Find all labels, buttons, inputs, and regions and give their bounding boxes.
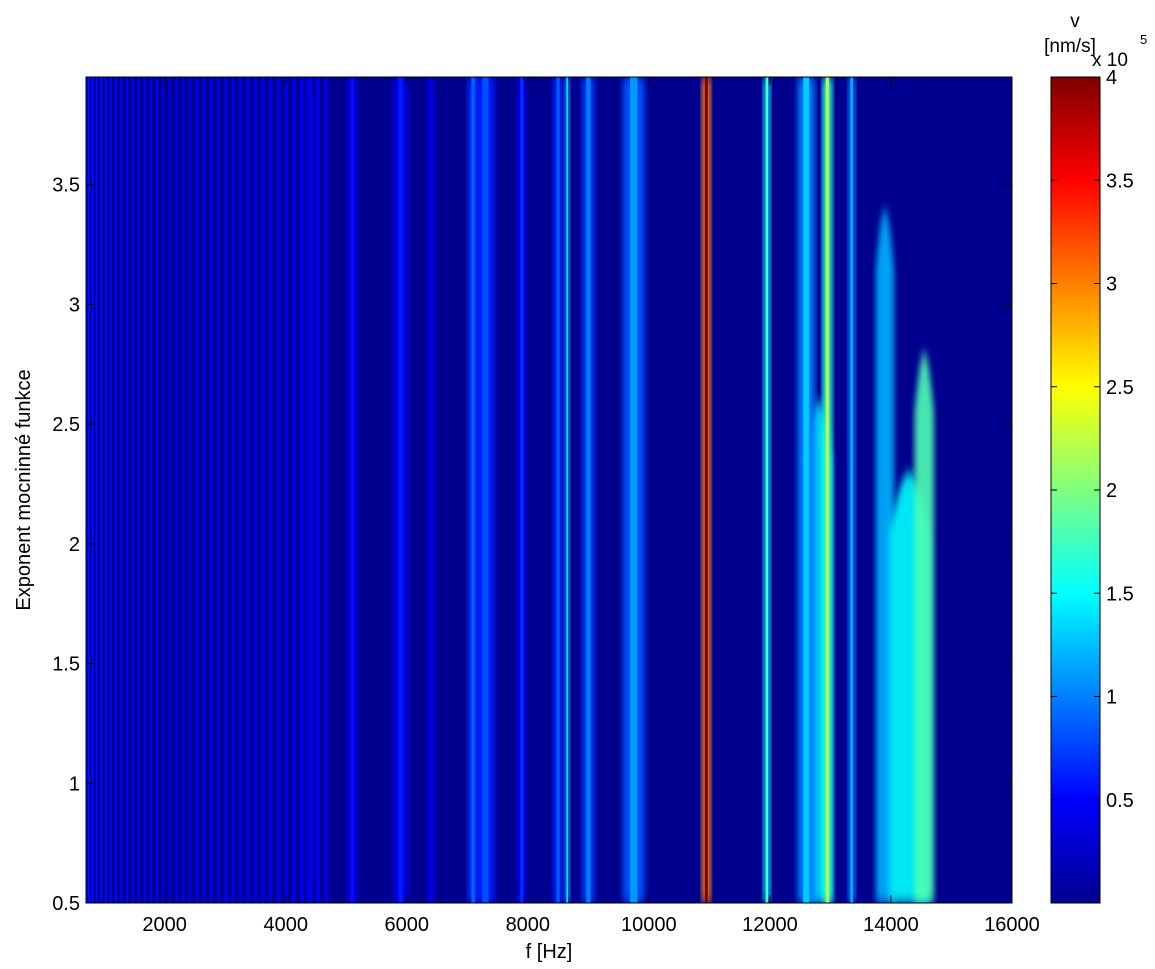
y-tick-label: 1.5 [52, 654, 80, 676]
low-frequency-band [86, 77, 88, 903]
x-tick-label: 4000 [263, 914, 308, 936]
x-tick-label: 6000 [385, 914, 430, 936]
resonance-band-core [308, 77, 312, 903]
resonance-band-core [482, 77, 489, 903]
y-tick-label: 0.5 [52, 893, 80, 915]
low-frequency-band [131, 77, 134, 903]
low-frequency-band [246, 77, 250, 903]
resonance-band-core [350, 77, 354, 903]
low-frequency-band [137, 77, 140, 903]
low-frequency-band [316, 77, 320, 903]
y-tick-label: 2 [69, 534, 80, 556]
x-tick-label: 12000 [742, 914, 798, 936]
low-frequency-band [182, 77, 185, 903]
x-axis-label: f [Hz] [526, 941, 573, 963]
colorbar-tick-label: 2 [1106, 480, 1117, 502]
resonance-band-core [765, 77, 769, 903]
colorbar-exponent: 5 [1140, 32, 1147, 47]
low-frequency-band [156, 77, 159, 903]
resonance-band-core [586, 77, 591, 903]
low-frequency-band [115, 77, 118, 903]
low-frequency-band [284, 77, 288, 903]
colorbar-tick-label: 1 [1106, 687, 1117, 709]
resonance-band-core [850, 77, 853, 903]
low-frequency-band [91, 77, 94, 903]
colorbar-multiplier: x 10 [1092, 50, 1128, 71]
y-tick-label: 1 [69, 773, 80, 795]
colorbar [1050, 76, 1101, 904]
resonance-band-core [803, 77, 810, 903]
low-frequency-band [253, 77, 257, 903]
y-tick-label: 3.5 [52, 175, 80, 197]
low-frequency-band [188, 77, 192, 903]
colorbar-tick-label: 4 [1106, 67, 1117, 89]
low-frequency-band [195, 77, 199, 903]
resonance-band-core [471, 77, 476, 903]
low-frequency-band [224, 77, 227, 903]
x-tick-label: 16000 [984, 914, 1040, 936]
x-axis-ticks: 2000 4000 6000 8000 10000 12000 14000 16000 [142, 77, 1040, 936]
low-frequency-band [238, 77, 242, 903]
low-frequency-band [95, 77, 98, 903]
y-tick-label: 2.5 [52, 414, 80, 436]
low-frequency-band [120, 77, 123, 903]
low-frequency-band [175, 77, 178, 903]
low-frequency-band [109, 77, 112, 903]
response-region [914, 352, 934, 903]
resonance-band-core [566, 77, 569, 903]
low-frequency-band [143, 77, 146, 903]
resonance-band-core [429, 77, 433, 903]
low-frequency-band [209, 77, 213, 903]
resonance-band-core [556, 77, 560, 903]
colorbar-tick-label: 3.5 [1106, 170, 1134, 192]
low-frequency-band [292, 77, 296, 903]
low-frequency-band [268, 77, 273, 903]
colorbar-tick-label: 1.5 [1106, 583, 1134, 605]
x-tick-label: 14000 [863, 914, 919, 936]
low-frequency-band [100, 77, 103, 903]
resonance-band-core [398, 77, 404, 903]
x-tick-label: 8000 [506, 914, 551, 936]
resonance-band-core [704, 77, 708, 903]
low-frequency-band [276, 77, 281, 903]
low-frequency-band [324, 77, 329, 903]
low-frequency-band [231, 77, 235, 903]
y-axis-label: Exponent mocninné funkce [13, 369, 35, 610]
low-frequency-band [168, 77, 171, 903]
x-tick-label: 10000 [621, 914, 677, 936]
colorbar-title-unit: [nm/s] [1044, 36, 1096, 57]
colorbar-tick-label: 0.5 [1106, 790, 1134, 812]
x-tick-label: 2000 [142, 914, 187, 936]
plot-frame [85, 76, 1013, 904]
low-frequency-band [202, 77, 206, 903]
y-tick-label: 3 [69, 294, 80, 316]
colorbar-title-symbol: v [1070, 11, 1080, 32]
low-frequency-band [162, 77, 165, 903]
low-frequency-band [261, 77, 265, 903]
resonance-band-core [520, 77, 524, 903]
colorbar-tick-label: 3 [1106, 274, 1117, 296]
low-frequency-band [149, 77, 152, 903]
colorbar-ticks: 0.5 1 1.5 2 2.5 3 3.5 4 [1051, 67, 1134, 812]
low-frequency-band [104, 77, 107, 903]
resonance-band-core [630, 77, 638, 903]
colorbar-tick-label: 2.5 [1106, 377, 1134, 399]
y-axis-ticks: 0.5 1 1.5 2 2.5 3 3.5 [52, 175, 1012, 915]
low-frequency-band [88, 77, 91, 903]
resonance-band-core [825, 77, 830, 903]
heatmap-content [86, 77, 934, 903]
low-frequency-band [216, 77, 220, 903]
low-frequency-band [125, 77, 128, 903]
low-frequency-band [300, 77, 304, 903]
